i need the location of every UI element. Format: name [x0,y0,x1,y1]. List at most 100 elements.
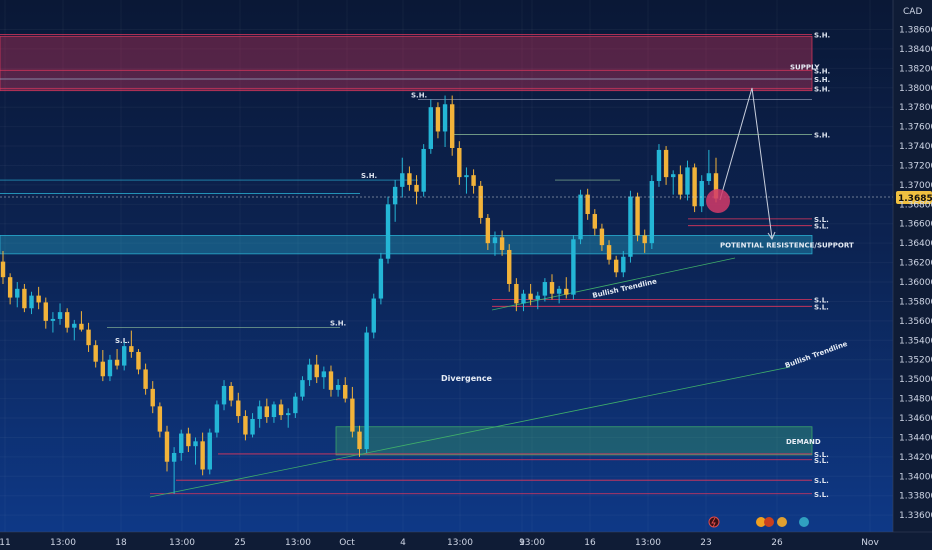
candle[interactable] [29,291,34,315]
candle[interactable] [243,410,248,441]
candle[interactable] [157,402,163,438]
candle[interactable] [271,401,277,423]
candle[interactable] [656,144,662,187]
candle[interactable] [535,291,540,310]
candle[interactable] [457,141,462,185]
candle[interactable] [585,188,590,220]
candle[interactable] [136,349,141,375]
candle[interactable] [492,231,498,256]
candle[interactable] [385,196,391,264]
candle[interactable] [621,250,626,278]
candle[interactable] [250,413,255,438]
candle[interactable] [364,326,369,453]
candle[interactable] [143,363,148,395]
candle[interactable] [642,229,647,253]
candle[interactable] [564,277,569,299]
candle[interactable] [293,392,298,419]
candle[interactable] [64,308,70,333]
candle[interactable] [0,250,6,284]
candle[interactable] [43,297,48,329]
candle[interactable] [613,255,619,278]
candle[interactable] [314,354,319,384]
highlight-circle[interactable] [706,189,730,213]
candle[interactable] [649,175,655,250]
candle[interactable] [449,95,455,156]
event-icon-3[interactable] [777,517,787,527]
event-icon-1[interactable] [756,517,766,527]
candle[interactable] [57,303,63,325]
candle[interactable] [278,399,284,420]
candle[interactable] [228,382,234,407]
candle[interactable] [699,175,704,213]
candle[interactable] [335,379,341,397]
candle[interactable] [556,285,562,304]
event-icon-4[interactable] [799,517,809,527]
candle[interactable] [15,282,20,308]
candle[interactable] [592,209,597,236]
candle[interactable] [435,102,441,139]
candle[interactable] [685,160,690,201]
candle[interactable] [371,293,376,339]
candle[interactable] [343,377,348,403]
candle[interactable] [378,252,384,305]
candle[interactable] [36,286,41,310]
candle[interactable] [671,170,676,195]
candle[interactable] [400,157,405,198]
candle[interactable] [542,278,548,302]
candle[interactable] [706,149,712,185]
candle[interactable] [692,163,697,213]
candle[interactable] [207,428,212,475]
candle[interactable] [179,429,184,461]
candle[interactable] [407,166,412,191]
candle[interactable] [549,274,555,300]
candle[interactable] [635,192,640,242]
candle[interactable] [214,400,220,438]
candle[interactable] [307,358,312,386]
candle[interactable] [50,312,56,333]
candle[interactable] [79,311,84,332]
candle[interactable] [286,408,291,428]
bullish-trendline-upper[interactable] [491,257,736,311]
candle[interactable] [578,189,583,245]
candle[interactable] [107,354,113,382]
candle[interactable] [471,169,476,194]
candle[interactable] [150,381,155,414]
candle[interactable] [521,289,526,312]
candle[interactable] [507,244,512,292]
candle[interactable] [164,425,170,472]
candle[interactable] [328,365,334,397]
candle[interactable] [464,167,469,194]
candle[interactable] [114,349,120,370]
candle[interactable] [606,240,612,265]
candle[interactable] [129,330,134,358]
projection-path[interactable] [719,87,773,239]
candle[interactable] [485,214,491,250]
candle[interactable] [257,400,262,428]
candle[interactable] [200,432,205,476]
zone-1[interactable] [0,235,813,255]
candle[interactable] [357,425,362,457]
candle[interactable] [300,376,305,401]
candle[interactable] [571,235,576,300]
candle[interactable] [100,350,106,382]
candle[interactable] [86,322,91,352]
candle[interactable] [392,180,398,222]
candle[interactable] [421,144,426,197]
candle[interactable] [7,273,13,305]
candle[interactable] [678,165,683,200]
candle[interactable] [599,223,605,251]
candle[interactable] [321,366,327,389]
lightning-icon[interactable] [708,516,720,528]
candle[interactable] [499,230,505,256]
candle[interactable] [72,319,77,341]
candle[interactable] [514,278,519,312]
zone-2[interactable] [335,426,813,456]
candle[interactable] [350,386,355,438]
candle[interactable] [528,283,533,306]
candle[interactable] [171,447,177,494]
candle[interactable] [663,146,669,185]
zone-0[interactable] [0,35,813,92]
candle[interactable] [414,175,419,205]
